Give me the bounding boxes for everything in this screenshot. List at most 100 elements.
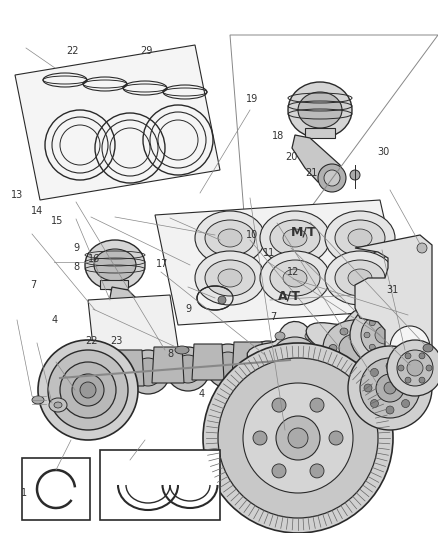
Polygon shape bbox=[247, 321, 343, 389]
Ellipse shape bbox=[206, 344, 250, 388]
Ellipse shape bbox=[407, 360, 423, 376]
Ellipse shape bbox=[288, 82, 352, 138]
Text: A/T: A/T bbox=[278, 289, 301, 302]
Ellipse shape bbox=[318, 164, 346, 192]
Ellipse shape bbox=[167, 352, 183, 364]
Ellipse shape bbox=[417, 243, 427, 253]
Ellipse shape bbox=[340, 328, 348, 335]
Text: 8: 8 bbox=[168, 350, 174, 359]
Ellipse shape bbox=[369, 320, 375, 326]
Text: 21: 21 bbox=[305, 168, 317, 178]
Ellipse shape bbox=[371, 368, 378, 376]
Text: 9: 9 bbox=[185, 304, 191, 314]
Bar bbox=[22, 458, 90, 520]
Ellipse shape bbox=[325, 211, 395, 265]
Ellipse shape bbox=[80, 382, 96, 398]
Ellipse shape bbox=[350, 303, 420, 367]
Ellipse shape bbox=[134, 358, 162, 386]
Ellipse shape bbox=[276, 416, 320, 460]
Polygon shape bbox=[292, 135, 345, 188]
Ellipse shape bbox=[376, 374, 404, 402]
Polygon shape bbox=[355, 235, 432, 388]
Ellipse shape bbox=[260, 251, 330, 305]
Polygon shape bbox=[88, 295, 180, 365]
Ellipse shape bbox=[126, 350, 170, 394]
Ellipse shape bbox=[270, 220, 320, 256]
Polygon shape bbox=[232, 342, 264, 378]
Ellipse shape bbox=[218, 358, 378, 518]
Text: 14: 14 bbox=[31, 206, 43, 215]
Ellipse shape bbox=[329, 344, 337, 351]
Text: 15: 15 bbox=[51, 216, 63, 226]
Ellipse shape bbox=[60, 362, 116, 418]
Ellipse shape bbox=[348, 346, 432, 430]
Ellipse shape bbox=[275, 370, 285, 378]
Polygon shape bbox=[152, 347, 184, 383]
Ellipse shape bbox=[325, 251, 395, 305]
Ellipse shape bbox=[398, 365, 404, 371]
Text: 4: 4 bbox=[52, 315, 58, 325]
Ellipse shape bbox=[362, 361, 370, 368]
Ellipse shape bbox=[140, 335, 160, 355]
Polygon shape bbox=[155, 200, 405, 325]
Text: 23: 23 bbox=[110, 336, 122, 346]
Ellipse shape bbox=[283, 269, 307, 287]
Text: 30: 30 bbox=[377, 147, 389, 157]
Ellipse shape bbox=[166, 347, 210, 391]
Ellipse shape bbox=[339, 334, 371, 362]
Bar bbox=[305, 128, 335, 138]
Ellipse shape bbox=[214, 352, 242, 380]
Ellipse shape bbox=[419, 353, 425, 359]
Text: 13: 13 bbox=[11, 190, 24, 199]
Ellipse shape bbox=[329, 431, 343, 445]
Polygon shape bbox=[112, 350, 144, 386]
Ellipse shape bbox=[49, 398, 67, 412]
Ellipse shape bbox=[253, 431, 267, 445]
Ellipse shape bbox=[283, 345, 307, 365]
Ellipse shape bbox=[272, 398, 286, 412]
Text: 7: 7 bbox=[30, 280, 36, 290]
Ellipse shape bbox=[85, 240, 145, 290]
Ellipse shape bbox=[402, 400, 410, 408]
Ellipse shape bbox=[260, 351, 270, 359]
Ellipse shape bbox=[175, 346, 189, 354]
Ellipse shape bbox=[272, 464, 286, 478]
Ellipse shape bbox=[310, 398, 324, 412]
Ellipse shape bbox=[397, 350, 433, 386]
Ellipse shape bbox=[298, 92, 342, 128]
Ellipse shape bbox=[369, 344, 375, 350]
Ellipse shape bbox=[361, 313, 409, 357]
Ellipse shape bbox=[54, 402, 62, 408]
Ellipse shape bbox=[395, 344, 401, 350]
Text: 31: 31 bbox=[386, 286, 398, 295]
Ellipse shape bbox=[203, 343, 393, 533]
Ellipse shape bbox=[283, 229, 307, 247]
Ellipse shape bbox=[362, 328, 370, 335]
Ellipse shape bbox=[94, 361, 122, 389]
Text: 1: 1 bbox=[21, 488, 27, 498]
Ellipse shape bbox=[406, 313, 420, 323]
Polygon shape bbox=[306, 308, 410, 386]
Text: 11: 11 bbox=[263, 248, 276, 258]
Text: 10: 10 bbox=[246, 230, 258, 239]
Ellipse shape bbox=[246, 341, 290, 385]
Ellipse shape bbox=[132, 327, 168, 363]
Text: 22: 22 bbox=[86, 336, 98, 346]
Text: 19: 19 bbox=[246, 94, 258, 103]
Polygon shape bbox=[108, 287, 165, 352]
Ellipse shape bbox=[323, 320, 387, 376]
Ellipse shape bbox=[218, 296, 226, 304]
Ellipse shape bbox=[243, 383, 353, 493]
Ellipse shape bbox=[382, 315, 388, 321]
Ellipse shape bbox=[371, 400, 378, 408]
Ellipse shape bbox=[348, 229, 372, 247]
Ellipse shape bbox=[423, 344, 433, 352]
Ellipse shape bbox=[38, 340, 138, 440]
Ellipse shape bbox=[288, 428, 308, 448]
Ellipse shape bbox=[195, 251, 265, 305]
Ellipse shape bbox=[350, 170, 360, 180]
Ellipse shape bbox=[390, 326, 430, 370]
Polygon shape bbox=[192, 344, 224, 380]
Ellipse shape bbox=[260, 211, 330, 265]
Ellipse shape bbox=[340, 361, 348, 368]
